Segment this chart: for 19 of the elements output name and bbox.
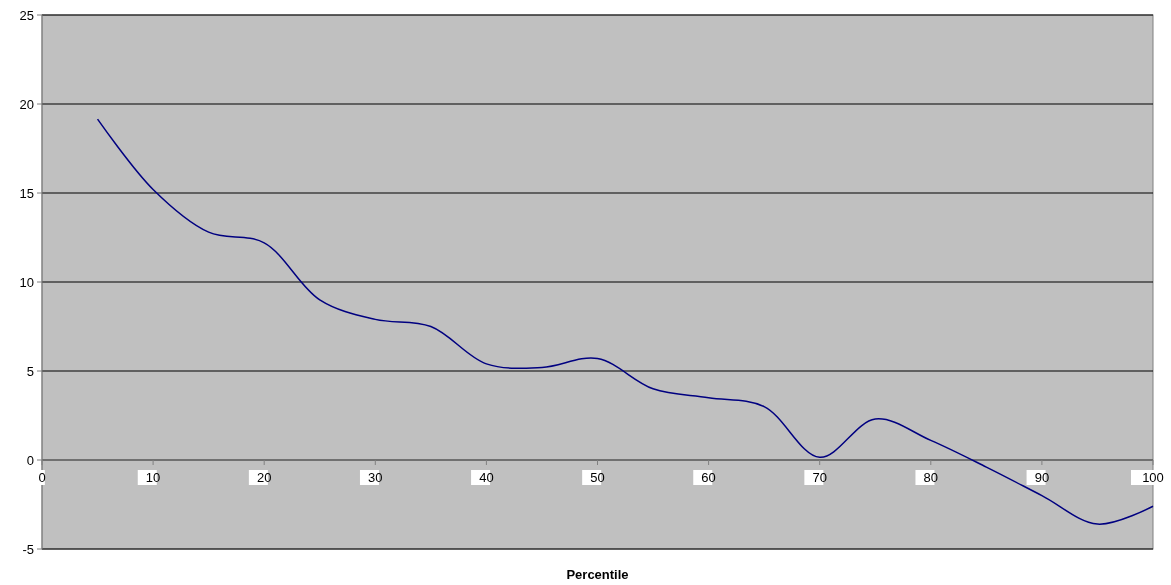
y-tick-label: 10 (19, 274, 34, 290)
x-tick-label: 60 (701, 470, 716, 485)
y-tick-label: 25 (19, 7, 34, 23)
x-tick-label: 20 (256, 470, 272, 485)
y-tick-label: 5 (26, 363, 34, 379)
x-tick-label: 30 (368, 470, 383, 485)
y-tick-label: -5 (22, 541, 34, 557)
x-tick-label: 80 (923, 470, 939, 485)
x-tick-label: 50 (590, 470, 605, 485)
y-tick-label: 0 (26, 452, 34, 468)
y-tick-label: 20 (19, 96, 34, 112)
y-tick-label: 15 (19, 185, 34, 201)
x-axis-title: Percentile (566, 567, 629, 582)
x-tick-label: 100 (1142, 470, 1164, 485)
x-tick-label: 70 (812, 470, 827, 485)
x-tick-label: 0 (38, 470, 46, 485)
x-tick-label: 10 (145, 470, 161, 485)
x-tick-label: 90 (1034, 470, 1050, 485)
x-tick-label: 40 (479, 470, 494, 485)
